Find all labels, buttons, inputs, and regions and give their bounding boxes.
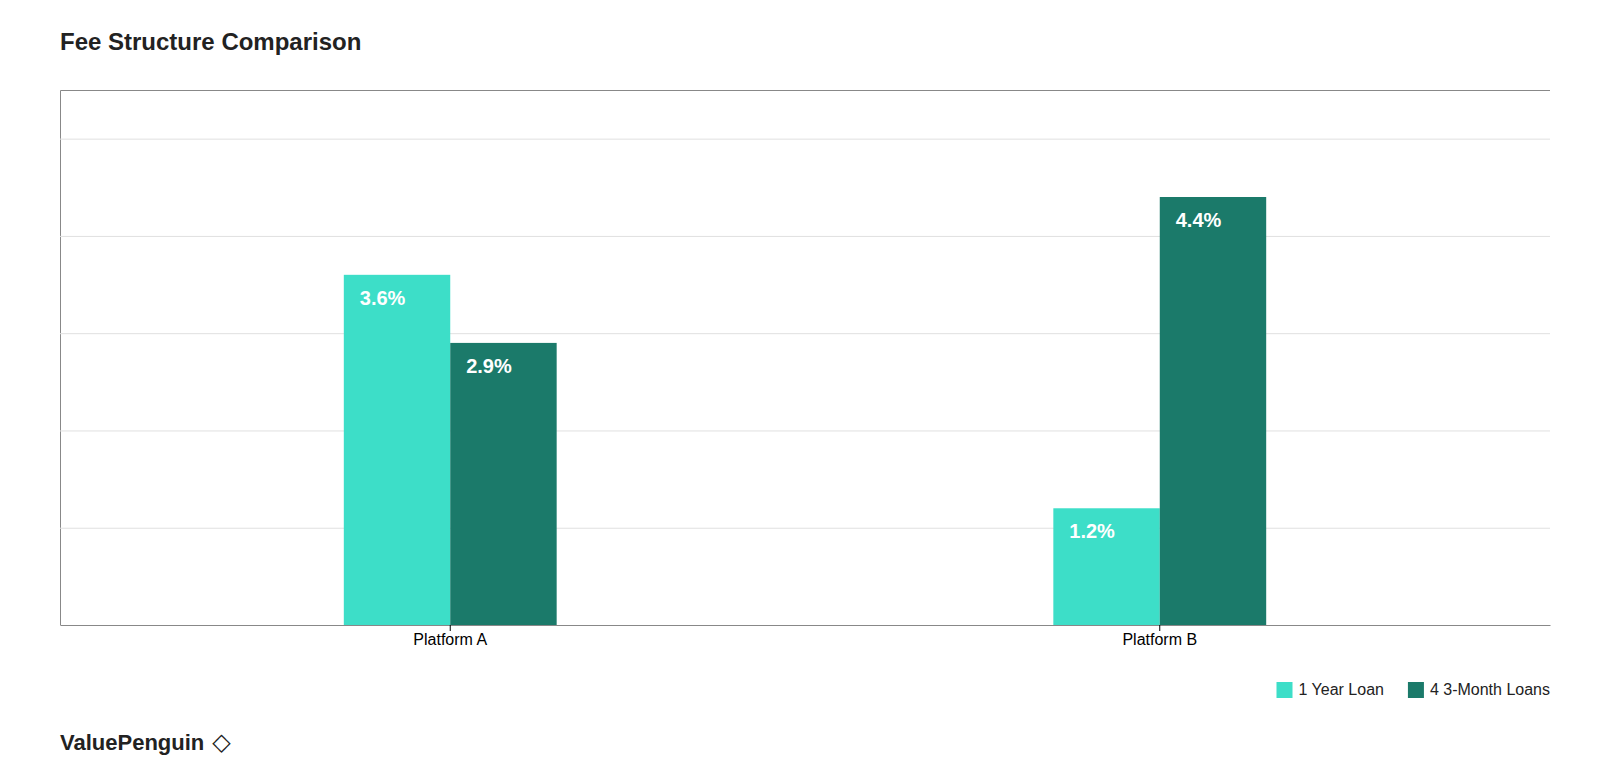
bar: [1160, 197, 1266, 625]
x-axis: Platform A Platform B: [61, 625, 1551, 648]
x-tick-label: Platform A: [413, 631, 487, 648]
data-label: 1.2%: [1069, 520, 1115, 542]
y-tick: [60, 236, 1550, 237]
grid-line: [60, 528, 1550, 529]
legend-item: 1 Year Loan: [1277, 681, 1384, 698]
x-tick-label: Platform B: [1122, 631, 1197, 648]
y-tick: [60, 333, 1550, 334]
y-tick: [60, 528, 1550, 529]
annotation: ValuePenguin: [60, 730, 204, 755]
bar: [344, 275, 450, 625]
legend-item: 4 3-Month Loans: [1408, 681, 1550, 698]
chart: 3.6% 1.2% 2.9% 4.4% Platform A Platform B Fee …: [0, 0, 1600, 775]
legend-label: 1 Year Loan: [1299, 681, 1384, 698]
bar: [1053, 508, 1159, 625]
legend: 1 Year Loan 4 3-Month Loans: [1277, 681, 1551, 698]
data-label: 2.9%: [466, 355, 512, 377]
data-label: 3.6%: [360, 287, 406, 309]
y-axis-line: [61, 91, 1551, 626]
data-labels: 3.6% 1.2% 2.9% 4.4%: [360, 209, 1222, 542]
y-axis: [60, 91, 1550, 626]
y-tick: [60, 430, 1550, 431]
x-axis-line: [61, 625, 1551, 626]
bar: [450, 343, 556, 625]
legend-label: 4 3-Month Loans: [1430, 681, 1550, 698]
legend-swatch: [1408, 682, 1424, 698]
bars: [344, 197, 1266, 625]
x-tick-mark: [1159, 625, 1160, 631]
y-tick: [60, 139, 1550, 140]
x-tick-mark: [450, 625, 451, 631]
grid-line: [60, 139, 1550, 140]
x-tick: Platform B: [1122, 625, 1197, 648]
x-tick: Platform A: [413, 625, 487, 648]
grid-line: [60, 333, 1550, 334]
data-label: 4.4%: [1176, 209, 1222, 231]
plot-area: 3.6% 1.2% 2.9% 4.4% Platform A Platform B: [60, 91, 1551, 649]
title: Fee Structure Comparison: [60, 28, 361, 55]
grid-line: [60, 625, 1550, 626]
y-tick: [60, 625, 1550, 626]
grid-line: [60, 236, 1550, 237]
legend-swatch: [1277, 682, 1293, 698]
annotation: ◇: [212, 728, 231, 755]
grid-line: [60, 430, 1550, 431]
